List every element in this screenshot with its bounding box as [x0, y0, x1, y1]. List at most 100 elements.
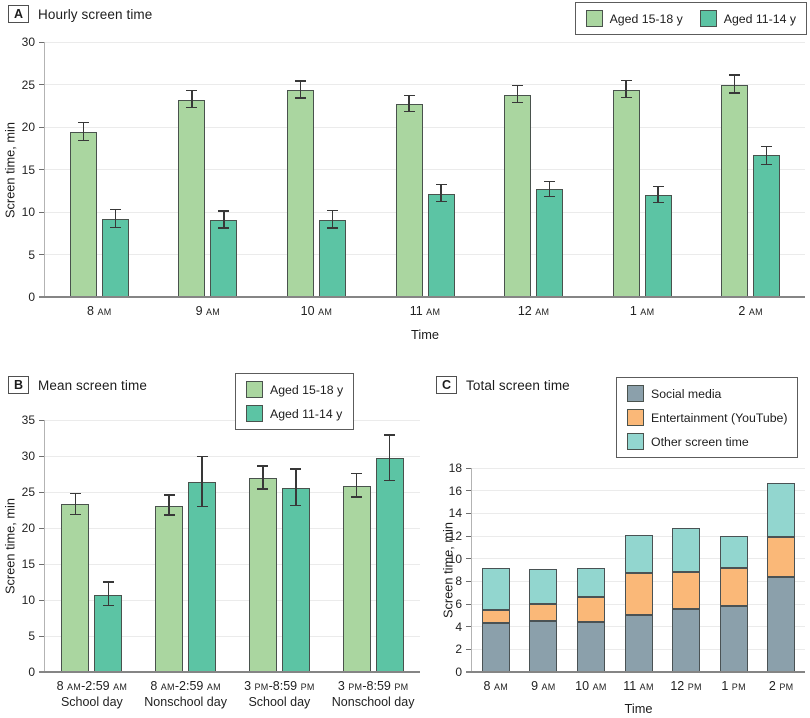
error-bar-cap-bottom: [218, 227, 230, 229]
error-bar-line: [191, 90, 193, 108]
y-tick-label: 0: [455, 665, 462, 679]
y-tick-mark: [39, 211, 44, 213]
y-tick-mark: [466, 603, 471, 605]
bar-aged-11-14: [101, 218, 129, 297]
x-axis-title: Time: [624, 701, 653, 716]
y-tick-label: 2: [455, 642, 462, 657]
error-bar-cap-bottom: [512, 101, 524, 104]
error-bar-cap-top: [290, 468, 302, 470]
error-bar-cap-top: [435, 184, 447, 186]
error-bar-cap-bottom: [290, 504, 302, 507]
x-tick-label: 2 PM: [768, 679, 794, 693]
error-bar-cap-top: [109, 208, 121, 211]
error-bar-cap-top: [761, 145, 773, 148]
stack-segment-other-screen-time: [576, 567, 605, 598]
chart-panel-b: 0 5 10 15 20 25 30 35 8 AM-2:59 AM School day 8 AM…: [0, 368, 428, 718]
panel-c-total-screen-time: C Total screen time Social media Entertai…: [430, 368, 810, 718]
bar-aged-15-18: [69, 132, 97, 297]
gridline: [45, 169, 805, 170]
error-bar-cap-bottom: [102, 605, 114, 607]
error-bar-cap-bottom: [294, 97, 306, 99]
bar-aged-15-18: [342, 486, 371, 672]
x-tick-label: 8 AM: [87, 304, 112, 318]
x-tick-label: 8 AM-2:59 AM Nonschool day: [144, 679, 227, 709]
error-bar-line: [201, 456, 203, 507]
bar-aged-15-18: [61, 504, 90, 672]
bar-aged-11-14: [375, 458, 404, 672]
x-tick-label: 3 PM-8:59 PM Nonschool day: [331, 679, 415, 709]
y-tick-label: 4: [455, 619, 462, 634]
error-bar-cap-top: [186, 89, 198, 92]
bar-aged-15-18: [248, 478, 277, 672]
x-tick-label: 9 AM: [531, 679, 556, 693]
legend-swatch-icon: [699, 10, 717, 27]
error-bar-line: [331, 210, 334, 229]
error-bar-line: [440, 184, 442, 202]
stack-segment-other-screen-time: [481, 567, 510, 610]
legend-swatch-icon: [627, 385, 644, 402]
bar-aged-15-18: [504, 94, 532, 297]
stack-segment-other-screen-time: [672, 528, 701, 573]
legend-swatch-icon: [627, 433, 644, 450]
y-tick-mark: [466, 512, 471, 514]
bar-aged-11-14: [318, 219, 346, 297]
y-tick-mark: [39, 455, 44, 457]
error-bar-cap-top: [729, 74, 741, 76]
y-tick-mark: [39, 84, 44, 85]
y-tick-label: 14: [448, 506, 462, 521]
error-bar-cap-bottom: [109, 226, 121, 228]
gridline: [45, 254, 805, 255]
stack-segment-entertainment-youtube-: [481, 609, 510, 624]
y-tick-mark: [466, 626, 471, 628]
error-bar-cap-top: [163, 494, 175, 496]
error-bar-cap-bottom: [544, 196, 556, 198]
error-bar-line: [74, 493, 77, 515]
x-tick-label: 3 PM-8:59 PM School day: [244, 679, 315, 709]
error-bar-cap-top: [384, 434, 396, 436]
y-tick-mark: [466, 648, 471, 650]
chart-panel-a: 0 5 10 15 20 25 30 8 AM 9 AM 10 AM 11 AM 12 AM 1 AM 2…: [3, 35, 805, 342]
legend-entry: Aged 15-18 y: [246, 381, 343, 398]
error-bar-cap-top: [351, 472, 363, 474]
y-tick-mark: [39, 599, 44, 601]
error-bar-cap-bottom: [326, 227, 338, 229]
y-tick-label: 30: [21, 449, 35, 463]
gridline: [45, 491, 420, 493]
x-axis-title: Time: [411, 327, 439, 342]
legend-entry-label: Aged 15-18 y: [609, 11, 683, 26]
gridline: [472, 490, 805, 492]
panel-a-hourly-screen-time: A Hourly screen time Aged 15-18 y Aged 11…: [3, 2, 807, 342]
error-bar-cap-top: [620, 79, 632, 81]
error-bar-cap-top: [69, 492, 81, 495]
stack-segment-social-media: [624, 615, 653, 672]
bar-aged-11-14: [427, 194, 455, 297]
y-tick-label: 25: [21, 77, 35, 92]
y-tick-mark: [39, 635, 44, 637]
stack-segment-entertainment-youtube-: [576, 597, 605, 623]
error-bar-line: [625, 80, 627, 98]
x-tick-label: 9 AM: [195, 304, 221, 318]
bar-aged-11-14: [281, 487, 310, 672]
y-tick-mark: [466, 490, 471, 492]
chart-panel-c: 0 2 4 6 8 10 12 14 16 18 8 AM 9 AM 10 AM 11 AM 12 PM 1 …: [430, 368, 810, 718]
error-bar-cap-bottom: [69, 513, 81, 515]
stack-segment-entertainment-youtube-: [719, 567, 748, 607]
error-bar-cap-bottom: [620, 96, 632, 98]
bar-aged-15-18: [178, 99, 206, 297]
y-tick-mark: [466, 558, 471, 560]
x-tick-label: 12 PM: [670, 679, 702, 693]
x-tick-label: 11 AM: [409, 304, 441, 318]
x-axis-line: [39, 671, 420, 673]
stack-segment-social-media: [767, 576, 796, 672]
stack-segment-entertainment-youtube-: [767, 537, 796, 577]
stack-segment-social-media: [529, 621, 558, 672]
error-bar-cap-bottom: [163, 514, 175, 516]
bar-aged-11-14: [536, 189, 564, 297]
gridline: [45, 84, 805, 85]
legend-swatch-icon: [627, 409, 644, 426]
legend-entry: Social media: [627, 385, 787, 402]
x-tick-label: 2 AM: [738, 304, 763, 318]
y-axis-line: [44, 420, 45, 672]
error-bar-line: [766, 146, 768, 165]
legend-entry: Entertainment (YouTube): [627, 409, 787, 426]
